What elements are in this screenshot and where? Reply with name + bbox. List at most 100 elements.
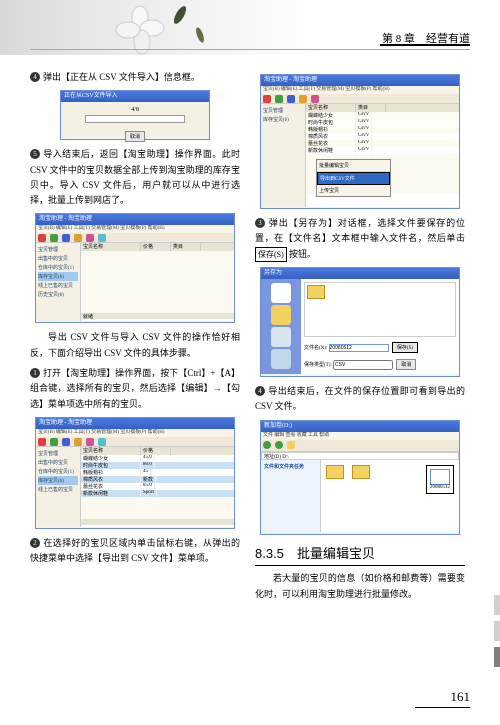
table-header: 宝贝名称 价格 类目 — [81, 243, 234, 251]
table-row[interactable]: 韩版帽衫45 — [81, 469, 234, 476]
table-row[interactable]: 棉质风衣CsvV — [306, 133, 459, 140]
toolbar-icon[interactable] — [311, 95, 319, 103]
sidebar-item[interactable]: 出售中的宝贝 — [38, 254, 78, 263]
toolbar-icon[interactable] — [86, 234, 94, 242]
cancel-button[interactable]: 取消 — [125, 131, 145, 142]
step-badge: 4 — [30, 72, 40, 82]
toolbar-icon[interactable] — [98, 234, 106, 242]
folder-icon[interactable] — [326, 465, 344, 479]
menu-bar[interactable]: 宝贝(B) 编辑(E) 工具(T) 交易管理(M) 宝贝模板(P) 帮助(H) — [36, 225, 234, 233]
toolbar — [261, 440, 459, 452]
step-text: 弹出【正在从 CSV 文件导入】信息框。 — [43, 72, 200, 82]
toolbar-icon[interactable] — [62, 438, 70, 446]
menu-bar[interactable]: 文件 编辑 查看 收藏 工具 帮助 — [261, 432, 459, 440]
window-title: 淘宝助理 - 淘宝助理 — [261, 75, 459, 86]
sidebar-item[interactable]: 库存宝贝(6) — [263, 115, 303, 124]
table-row[interactable]: 棉质风衣新款 — [81, 476, 234, 483]
filename-row: 文件名(N): 保存(S) — [304, 340, 456, 355]
toolbar-icon[interactable] — [263, 95, 271, 103]
place-icon[interactable] — [271, 327, 291, 347]
toolbar-icon[interactable] — [62, 234, 70, 242]
toolbar-icon[interactable] — [86, 438, 94, 446]
sidebar-item-active[interactable]: 库存宝贝(6) — [38, 272, 78, 281]
table-row[interactable]: 蕾丝花衣85.0 — [81, 483, 234, 490]
step-text: 导入结束后，返回【淘宝助理】操作界面。此时 CSV 文件中的宝贝数据全部上传到淘… — [30, 149, 240, 205]
section-title: 批量编辑宝贝 — [297, 546, 375, 561]
place-icon[interactable] — [271, 305, 291, 325]
step-text: 导出结束后，在文件的保存位置即可看到导出的 CSV 文件。 — [255, 386, 465, 411]
menu-item[interactable]: 批量编辑宝贝 — [317, 160, 390, 172]
csv-file-icon — [430, 469, 450, 485]
sidebar-item[interactable]: 出售中的宝贝 — [38, 458, 78, 467]
save-button[interactable]: 保存(S) — [392, 342, 418, 353]
toolbar — [36, 437, 234, 447]
toolbar-icon[interactable] — [299, 95, 307, 103]
tasks-pane: 文件和文件夹任务 — [261, 460, 321, 532]
sidebar-item[interactable]: 仓库中的宝贝(1) — [38, 467, 78, 476]
place-icon[interactable] — [271, 283, 291, 303]
main-grid: 宝贝名称 价格 蝴蝶结少女45.0 时尚牛皮包80.0 韩版帽衫45 棉质风衣新… — [81, 447, 234, 527]
step-5: 5导入结束后，返回【淘宝助理】操作界面。此时 CSV 文件中的宝贝数据全部上传到… — [30, 147, 240, 208]
toolbar-icon[interactable] — [74, 234, 82, 242]
toolbar-icon[interactable] — [74, 438, 82, 446]
table-body: 蝴蝶结少女45.0 时尚牛皮包80.0 韩版帽衫45 棉质风衣新款 蕾丝花衣85… — [81, 455, 234, 497]
toolbar-icon[interactable] — [50, 234, 58, 242]
place-icon[interactable] — [271, 349, 291, 369]
th: 类目 — [356, 104, 386, 112]
toolbar-icon[interactable] — [50, 438, 58, 446]
toolbar-icon[interactable] — [275, 95, 283, 103]
table-row[interactable]: 时尚牛皮包80.0 — [81, 462, 234, 469]
toolbar-icon[interactable] — [38, 438, 46, 446]
toolbar-icon[interactable] — [287, 95, 295, 103]
places-bar — [261, 279, 301, 374]
screenshot-taobao-1: 淘宝助理 - 淘宝助理 宝贝(B) 编辑(E) 工具(T) 交易管理(M) 宝贝… — [35, 213, 235, 323]
table-row[interactable]: 新款休闲鞋CsvV — [306, 147, 459, 154]
save-button-ref: 保存(S) — [255, 247, 287, 263]
back-icon[interactable] — [263, 441, 271, 449]
sidebar: 宝贝管理 出售中的宝贝 仓库中的宝贝(1) 库存宝贝(6) 线上已售的宝贝 历史… — [36, 243, 81, 321]
menu-item[interactable]: 上传宝贝 — [317, 185, 390, 196]
folder-up-icon[interactable] — [287, 441, 295, 449]
sidebar-item[interactable]: 线上已售的宝贝 — [38, 281, 78, 290]
address-bar[interactable]: 地址(D) D:\ — [261, 452, 459, 460]
folder-icon[interactable] — [352, 465, 370, 479]
table-row[interactable]: 蝴蝶结少女45.0 — [81, 455, 234, 462]
file-list — [304, 282, 456, 337]
step-badge: 2 — [30, 538, 40, 548]
sidebar-item[interactable]: 历史宝贝(8) — [38, 290, 78, 299]
filename-input[interactable] — [329, 344, 389, 352]
th: 价格 — [141, 243, 171, 251]
section-heading: 8.3.5 批量编辑宝贝 — [255, 543, 465, 566]
sidebar-item-active[interactable]: 库存宝贝(6) — [38, 476, 78, 485]
toolbar-icon[interactable] — [98, 438, 106, 446]
table-row[interactable]: 新款休闲鞋Sport — [81, 490, 234, 497]
table-row[interactable]: 时尚牛皮包CsvV — [306, 119, 459, 126]
table-row[interactable]: 蕾丝花衣CsvV — [306, 140, 459, 147]
filetype-select[interactable] — [333, 360, 393, 370]
menu-item-export-csv[interactable]: 导出到CSV文件 — [317, 172, 390, 185]
forward-icon[interactable] — [275, 441, 283, 449]
csv-file-highlight[interactable]: 20080512 — [426, 465, 454, 494]
screenshot-save-as: 另存为 文件名(N): 保存(S) 保存类型(T): — [260, 267, 460, 377]
progress-body: 4/8 取消 — [61, 102, 209, 137]
progress-label: 4/8 — [66, 107, 204, 113]
toolbar-icon[interactable] — [38, 234, 46, 242]
table-row[interactable]: 蝴蝶结少女CsvV — [306, 112, 459, 119]
window-title: 正在从CSV文件导入 — [61, 91, 209, 102]
sidebar-item[interactable]: 仓库中的宝贝(1) — [38, 263, 78, 272]
step-3: 3弹出【另存为】对话框，选择文件要保存的位置，在【文件名】文本框中输入文件名，然… — [255, 216, 465, 262]
menu-bar[interactable]: 宝贝(B) 编辑(E) 工具(T) 交易管理(M) 宝贝模板(P) 帮助(H) — [261, 86, 459, 94]
table-row[interactable]: 韩版帽衫CsvV — [306, 126, 459, 133]
menu-bar[interactable]: 宝贝(B) 编辑(E) 工具(T) 交易管理(M) 宝贝模板(P) 帮助(H) — [36, 429, 234, 437]
sidebar-item[interactable]: 线上已售的宝贝 — [38, 485, 78, 494]
folder-icon[interactable] — [307, 285, 325, 299]
sidebar-item[interactable]: 宝贝管理 — [263, 106, 303, 115]
step-badge: 4 — [255, 386, 265, 396]
cancel-button[interactable]: 取消 — [396, 359, 416, 370]
file-view: 20080512 — [321, 460, 459, 532]
page-number: 161 — [451, 689, 471, 705]
intro-text: 导出 CSV 文件与导入 CSV 文件的操作恰好相反，下面介绍导出 CSV 文件… — [30, 330, 240, 361]
step-text: 打开【淘宝助理】操作界面，按下【Ctrl】+【A】组合键，选择所有的宝贝，然后选… — [30, 368, 240, 409]
sidebar-item[interactable]: 宝贝管理 — [38, 245, 78, 254]
sidebar-item[interactable]: 宝贝管理 — [38, 449, 78, 458]
